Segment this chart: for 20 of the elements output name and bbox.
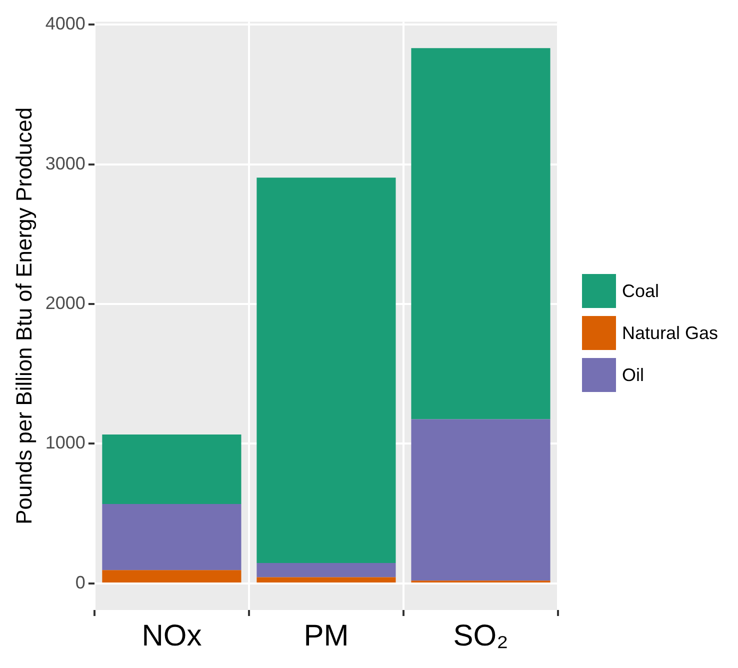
bar: [256, 577, 396, 582]
legend-label: Coal: [622, 280, 660, 302]
y-tick-label: 4000: [45, 14, 86, 34]
x-tick-label: PM: [304, 619, 349, 652]
bar: [256, 178, 396, 564]
bar: [411, 48, 550, 420]
x-tick-label: SO₂: [453, 619, 508, 652]
legend-label: Oil: [622, 364, 644, 386]
bar: [102, 570, 242, 582]
y-axis-title: Pounds per Billion Btu of Energy Produced: [11, 107, 36, 524]
legend-label: Natural Gas: [622, 322, 718, 344]
y-tick-label: 2000: [45, 292, 86, 313]
bar: [256, 563, 396, 578]
bar: [411, 419, 550, 581]
y-tick-label: 3000: [45, 153, 86, 174]
bar: [102, 434, 242, 504]
y-tick-label: 1000: [45, 432, 86, 453]
x-tick-label: NOx: [142, 619, 202, 652]
y-tick-label: 0: [75, 572, 86, 592]
bar: [102, 504, 242, 570]
